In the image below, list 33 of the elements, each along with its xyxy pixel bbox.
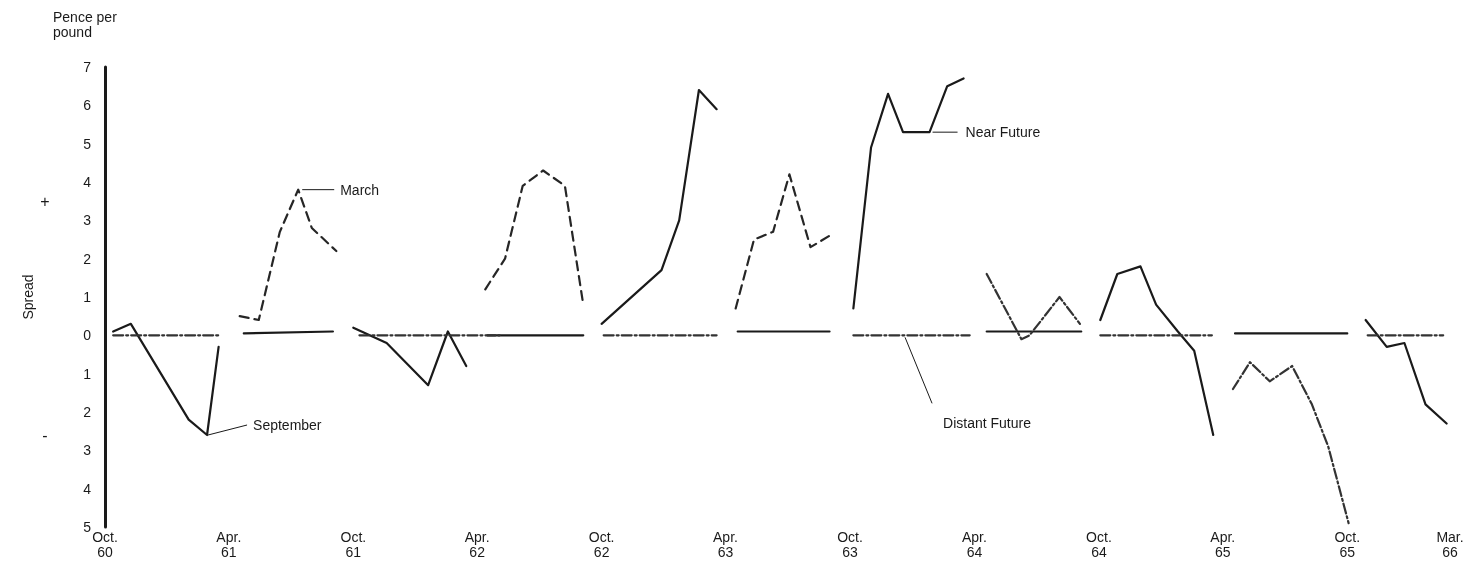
annotation: Distant Future: [943, 415, 1032, 432]
annotation: Near Future: [965, 124, 1041, 141]
y-tick-label: 2: [83, 404, 92, 420]
x-tick-label: Oct. 64: [1086, 528, 1112, 560]
chart-title: Pence per pound: [53, 8, 121, 40]
y-tick-label: 5: [83, 135, 92, 152]
x-tick-label: Apr. 61: [216, 528, 242, 560]
x-tick-label: Oct. 61: [340, 528, 367, 560]
y-tick-label: 6: [83, 97, 92, 114]
x-tick-label: Apr. 62: [464, 528, 490, 560]
y-tick-label: 1: [83, 365, 92, 382]
x-tick-label: Apr. 63: [713, 528, 738, 560]
y-tick-label: 3: [83, 442, 92, 459]
y-tick-label: 4: [83, 480, 92, 497]
text: +: [40, 192, 50, 210]
annotation: September: [253, 417, 322, 433]
x-tick-label: Apr. 65: [1210, 528, 1236, 560]
y-tick-label: 2: [83, 250, 92, 267]
x-tick-label: Oct. 62: [588, 528, 615, 560]
y-tick-label: 3: [83, 212, 92, 229]
x-tick-label: Oct. 60: [92, 528, 118, 560]
text: -: [42, 426, 48, 444]
y-tick-label: 0: [83, 327, 92, 344]
x-tick-label: Oct. 65: [1334, 528, 1361, 560]
x-tick-label: Oct. 63: [837, 528, 863, 560]
y-tick-label: 5: [83, 519, 92, 535]
x-tick-label: Mar. 66: [1436, 528, 1464, 560]
y-tick-label: 4: [83, 174, 92, 190]
x-tick-label: Apr. 64: [962, 528, 987, 560]
y-tick-label: 7: [83, 59, 92, 75]
y-axis-title: Spread: [20, 274, 36, 320]
y-tick-label: 1: [83, 289, 92, 305]
annotation: March: [340, 181, 380, 198]
